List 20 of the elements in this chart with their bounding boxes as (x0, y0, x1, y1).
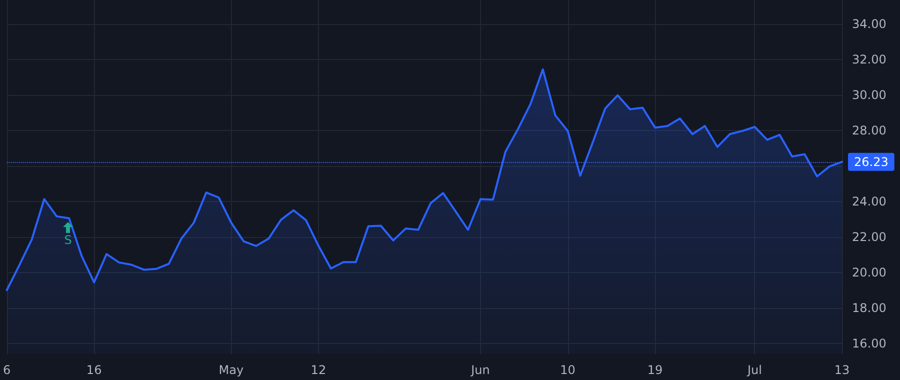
annotation: S (64, 233, 72, 247)
x-tick-label: 19 (647, 363, 663, 377)
x-tick-label: 13 (834, 363, 850, 377)
x-tick-label: May (218, 363, 244, 377)
y-tick-label: 28.00 (852, 123, 886, 138)
y-tick-label: 22.00 (852, 230, 886, 244)
y-tick-label: 16.00 (852, 336, 886, 350)
y-tick-label: 34.00 (852, 16, 886, 31)
x-tick-label: Jul (746, 363, 762, 377)
ref-line-label: 26.23 (854, 154, 888, 169)
y-tick-label: 24.00 (852, 194, 886, 208)
x-tick-label: 6 (2, 363, 11, 377)
x-tick-label: 12 (310, 363, 326, 377)
x-tick-label: Jun (470, 363, 490, 377)
x-tick-label: 10 (560, 363, 576, 377)
y-tick-label: 20.00 (852, 265, 886, 280)
y-tick-label: 32.00 (852, 52, 886, 66)
y-tick-label: 30.00 (852, 88, 886, 102)
x-tick-label: 16 (86, 363, 102, 377)
y-tick-label: 18.00 (852, 300, 886, 315)
